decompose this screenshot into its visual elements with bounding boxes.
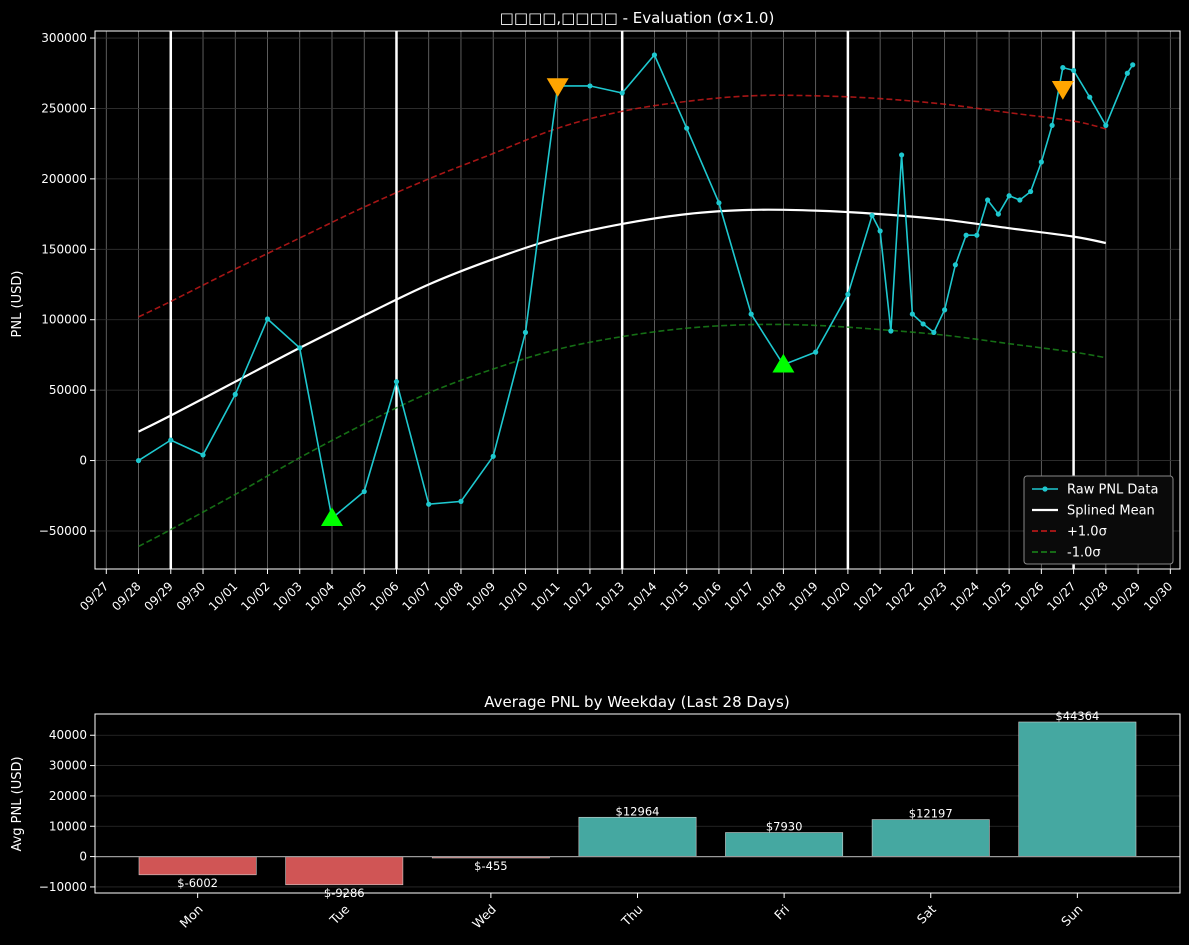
raw-pnl-point bbox=[619, 90, 625, 96]
raw-pnl-point bbox=[168, 437, 174, 443]
weekday-chart-y-ticks: −10000 0 10000 20000 30000 40000 bbox=[39, 728, 95, 894]
raw-pnl-point bbox=[1124, 70, 1130, 76]
pnl-chart-title: □□□□,□□□□ - Evaluation (σ×1.0) bbox=[500, 9, 775, 27]
bar-value-label: $7930 bbox=[766, 820, 803, 834]
raw-pnl-point bbox=[587, 83, 593, 89]
pnl-chart-legend: Raw PNL Data Splined Mean +1.0σ -1.0σ bbox=[1023, 475, 1174, 565]
raw-pnl-point bbox=[877, 228, 883, 234]
y-tick-label: 200000 bbox=[41, 172, 87, 186]
raw-pnl-point bbox=[490, 453, 496, 459]
weekday-bar bbox=[578, 816, 697, 857]
y-tick-label: 20000 bbox=[49, 789, 87, 803]
splined-mean-line bbox=[138, 208, 1107, 433]
legend-label: -1.0σ bbox=[1067, 546, 1101, 561]
raw-pnl-point bbox=[942, 307, 948, 313]
legend-label: +1.0σ bbox=[1067, 525, 1107, 540]
raw-pnl-point bbox=[1017, 197, 1023, 203]
legend-box bbox=[1023, 475, 1174, 565]
raw-pnl-point bbox=[748, 311, 754, 317]
raw-pnl-point bbox=[920, 321, 926, 327]
raw-pnl-point bbox=[1130, 62, 1136, 68]
raw-pnl-point bbox=[135, 457, 142, 464]
weekday-bar bbox=[1018, 721, 1137, 857]
pnl-chart-series bbox=[135, 52, 1136, 548]
raw-pnl-point bbox=[888, 328, 894, 334]
raw-pnl-point bbox=[985, 197, 991, 203]
raw-pnl-point bbox=[909, 311, 915, 317]
pnl-chart-frame bbox=[94, 30, 1181, 570]
weekday-chart-ylabel: Avg PNL (USD) bbox=[10, 756, 25, 851]
y-tick-label: 250000 bbox=[41, 101, 87, 115]
raw-pnl-point bbox=[393, 379, 400, 385]
y-tick-label: −10000 bbox=[39, 880, 87, 894]
weekday-average-chart: Average PNL by Weekday (Last 28 Days) Av… bbox=[10, 693, 1181, 931]
y-tick-label: 40000 bbox=[49, 728, 87, 742]
y-tick-label: 300000 bbox=[41, 31, 87, 45]
raw-pnl-point bbox=[361, 488, 367, 495]
raw-pnl-point bbox=[963, 232, 969, 238]
weekday-chart-bars bbox=[95, 721, 1180, 886]
raw-pnl-point bbox=[952, 262, 958, 268]
raw-pnl-point bbox=[974, 232, 980, 238]
raw-pnl-point bbox=[1103, 122, 1109, 128]
raw-pnl-point bbox=[931, 329, 937, 335]
pnl-chart-ylabel: PNL (USD) bbox=[10, 271, 25, 338]
legend-label: Splined Mean bbox=[1067, 504, 1155, 519]
raw-pnl-point bbox=[899, 152, 905, 158]
raw-pnl-point bbox=[297, 345, 303, 351]
weekday-bar bbox=[138, 856, 257, 876]
raw-pnl-point bbox=[1049, 122, 1055, 128]
raw-pnl-point bbox=[1070, 67, 1077, 74]
raw-pnl-point bbox=[232, 391, 238, 397]
raw-pnl-point bbox=[1038, 159, 1044, 165]
pnl-chart-trade-markers bbox=[320, 78, 1074, 526]
buy-signal-marker bbox=[772, 353, 795, 373]
buy-signal-marker bbox=[320, 507, 343, 526]
y-tick-label: 0 bbox=[79, 850, 87, 864]
raw-pnl-point bbox=[845, 291, 851, 297]
weekday-bar bbox=[871, 819, 990, 857]
raw-pnl-point bbox=[813, 349, 819, 355]
y-tick-label: 10000 bbox=[49, 819, 87, 833]
raw-pnl-point bbox=[869, 212, 875, 219]
raw-pnl-point bbox=[264, 316, 271, 322]
y-tick-label: −50000 bbox=[39, 524, 87, 538]
bar-value-label: $12197 bbox=[909, 807, 953, 821]
bar-value-label: $-455 bbox=[474, 859, 507, 873]
raw-pnl-point bbox=[995, 211, 1001, 217]
bar-value-label: $12964 bbox=[616, 804, 660, 818]
bar-value-label: $-6002 bbox=[177, 876, 218, 890]
raw-pnl-point bbox=[426, 501, 432, 507]
raw-pnl-point bbox=[522, 329, 529, 335]
y-tick-label: 150000 bbox=[41, 242, 87, 256]
legend-swatch-marker bbox=[1042, 486, 1048, 492]
weekday-bar bbox=[725, 832, 844, 857]
y-tick-label: 30000 bbox=[49, 759, 87, 773]
y-tick-label: 50000 bbox=[49, 383, 87, 397]
raw-pnl-point bbox=[1060, 65, 1066, 71]
raw-pnl-point bbox=[1087, 94, 1093, 100]
weekday-chart-data-labels: $-6002$-9286$-455$12964$7930$12197$44364 bbox=[177, 709, 1099, 900]
raw-pnl-point bbox=[200, 452, 206, 458]
raw-pnl-point bbox=[684, 125, 690, 131]
weekday-chart-title: Average PNL by Weekday (Last 28 Days) bbox=[484, 693, 789, 711]
raw-pnl-point bbox=[651, 52, 658, 58]
pnl-chart-y-ticks: −50000 0 50000 100000 150000 200000 250000 3000… bbox=[39, 31, 95, 538]
lower-sigma-line bbox=[138, 323, 1106, 548]
sell-signal-marker bbox=[546, 78, 569, 97]
raw-pnl-point bbox=[458, 498, 464, 504]
weekday-bar bbox=[285, 856, 404, 886]
upper-sigma-line bbox=[138, 94, 1106, 318]
sell-signal-marker bbox=[1051, 81, 1074, 100]
y-tick-label: 0 bbox=[79, 454, 87, 468]
raw-pnl-point bbox=[1028, 188, 1034, 195]
y-tick-label: 100000 bbox=[41, 313, 87, 327]
legend-label: Raw PNL Data bbox=[1067, 483, 1158, 498]
bar-value-label: $44364 bbox=[1055, 709, 1099, 723]
raw-pnl-point bbox=[1006, 193, 1012, 199]
raw-pnl-point bbox=[716, 200, 722, 206]
